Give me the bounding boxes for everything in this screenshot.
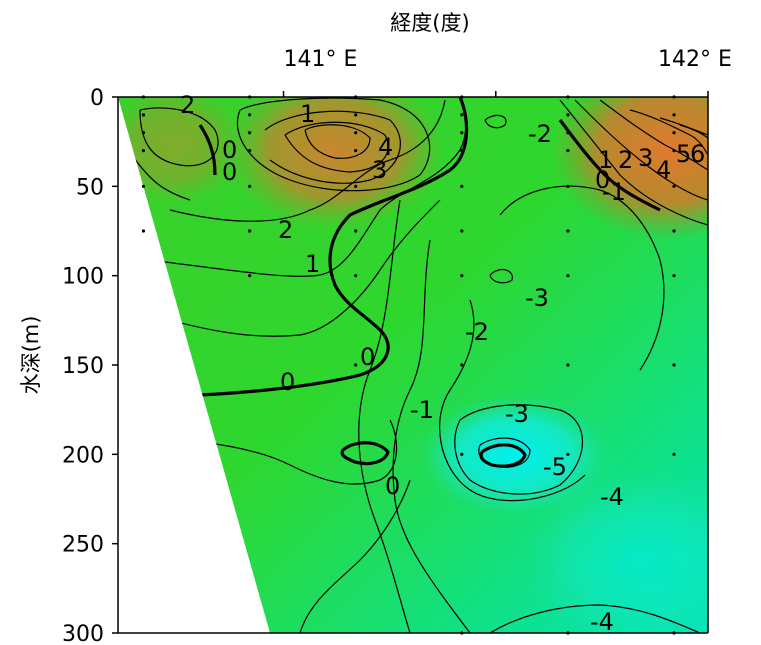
sample-point <box>354 274 358 278</box>
contour-label: 5 <box>676 140 691 168</box>
sample-point <box>141 229 146 233</box>
contour-label: 0 <box>385 472 400 500</box>
sample-point <box>566 452 570 456</box>
contour-label: -5 <box>543 453 567 481</box>
sample-point <box>354 95 358 99</box>
y-axis-title: 水深(m) <box>19 316 43 395</box>
sample-point <box>354 229 358 233</box>
x-axis-title: 経度(度) <box>390 11 469 35</box>
sample-point <box>460 631 464 635</box>
sample-point <box>141 113 146 117</box>
sample-point <box>566 631 570 635</box>
contour-label: -1 <box>602 178 626 206</box>
contour-label: -4 <box>600 483 624 511</box>
sample-points <box>141 95 676 635</box>
sample-point <box>141 95 146 99</box>
contour-label: -1 <box>410 396 434 424</box>
y-tick-label: 0 <box>90 86 104 111</box>
contour-label: 0 <box>222 136 237 164</box>
y-tick-label: 100 <box>62 265 104 290</box>
y-tick-label: 250 <box>62 533 104 558</box>
contour-label: 2 <box>180 91 195 119</box>
contour-label: 2 <box>618 146 633 174</box>
sample-point <box>247 113 252 117</box>
sample-point <box>566 113 570 117</box>
sample-point <box>460 452 464 456</box>
sample-point <box>566 95 570 99</box>
contour-label: 6 <box>690 140 705 168</box>
contour-label: -3 <box>505 400 529 428</box>
sample-point <box>141 149 146 153</box>
x-tick-label: 141° E <box>284 47 358 72</box>
contour-label: 0 <box>360 343 375 371</box>
contour-label: 1 <box>598 146 613 174</box>
y-tick-label: 50 <box>76 175 104 200</box>
contour-label: 4 <box>378 133 393 161</box>
contour-label: 4 <box>656 156 671 184</box>
sample-point <box>141 131 146 135</box>
sample-point <box>460 95 464 99</box>
contour-label: 3 <box>638 144 653 172</box>
sample-point <box>460 184 464 188</box>
sample-point <box>247 274 252 278</box>
contour-label: 3 <box>372 156 387 184</box>
sample-point <box>247 229 252 233</box>
sample-point <box>460 229 464 233</box>
y-tick-label: 200 <box>62 443 104 468</box>
sample-point <box>141 184 146 188</box>
contour-label: 1 <box>305 250 320 278</box>
sample-point <box>354 131 358 135</box>
sample-point <box>672 229 676 233</box>
x-ticks: 141° E 142° E <box>282 47 732 97</box>
sample-point <box>566 131 570 135</box>
sample-point <box>672 149 676 153</box>
sample-point <box>460 274 464 278</box>
sample-point <box>460 113 464 117</box>
contour-label: 0 <box>595 166 610 194</box>
sample-point <box>247 131 252 135</box>
sample-point <box>566 274 570 278</box>
sample-point <box>354 363 358 367</box>
y-ticks: 0 50 100 150 200 250 300 <box>62 86 118 645</box>
contour-label: -2 <box>465 318 489 346</box>
sample-point <box>247 95 252 99</box>
sample-point <box>354 149 358 153</box>
contour-label: -3 <box>525 284 549 312</box>
sample-point <box>672 113 676 117</box>
sample-point <box>672 631 676 635</box>
y-tick-label: 300 <box>62 622 104 645</box>
sample-point <box>672 452 676 456</box>
zero-contour <box>198 97 661 468</box>
sample-point <box>460 363 464 367</box>
contour-label: 1 <box>300 100 315 128</box>
sample-point <box>672 95 676 99</box>
contour-label: -2 <box>528 120 552 148</box>
sample-point <box>672 274 676 278</box>
sample-point <box>566 363 570 367</box>
sample-point <box>566 184 570 188</box>
contour-label: -4 <box>590 608 614 636</box>
sample-point <box>672 131 676 135</box>
sample-point <box>354 184 358 188</box>
sample-point <box>566 149 570 153</box>
sample-point <box>460 149 464 153</box>
plot-area <box>118 97 708 633</box>
sample-point <box>354 113 358 117</box>
sample-point <box>672 184 676 188</box>
y-tick-label: 150 <box>62 354 104 379</box>
contour-label: 2 <box>278 216 293 244</box>
sample-point <box>247 149 252 153</box>
x-tick-label: 142° E <box>658 47 732 72</box>
contour-label: 0 <box>222 158 237 186</box>
sample-point <box>672 363 676 367</box>
contour-lines <box>127 97 708 633</box>
contour-label: 0 <box>280 368 295 396</box>
sample-point <box>566 229 570 233</box>
sample-point <box>247 184 252 188</box>
sample-point <box>460 131 464 135</box>
